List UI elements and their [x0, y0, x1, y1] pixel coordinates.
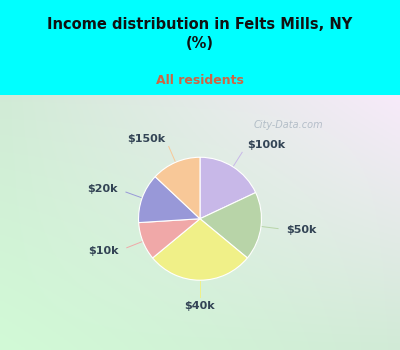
- Wedge shape: [155, 157, 200, 219]
- Text: $20k: $20k: [87, 184, 118, 194]
- Text: $10k: $10k: [88, 246, 119, 256]
- Wedge shape: [139, 219, 200, 258]
- Wedge shape: [153, 219, 247, 280]
- Wedge shape: [200, 157, 256, 219]
- Text: City-Data.com: City-Data.com: [253, 120, 323, 130]
- Wedge shape: [138, 177, 200, 223]
- Text: Income distribution in Felts Mills, NY
(%): Income distribution in Felts Mills, NY (…: [47, 17, 353, 51]
- Text: $150k: $150k: [127, 134, 165, 143]
- Wedge shape: [200, 193, 262, 258]
- Text: $50k: $50k: [287, 225, 317, 235]
- Text: $100k: $100k: [247, 140, 285, 150]
- Text: All residents: All residents: [156, 74, 244, 87]
- Text: $40k: $40k: [185, 301, 215, 311]
